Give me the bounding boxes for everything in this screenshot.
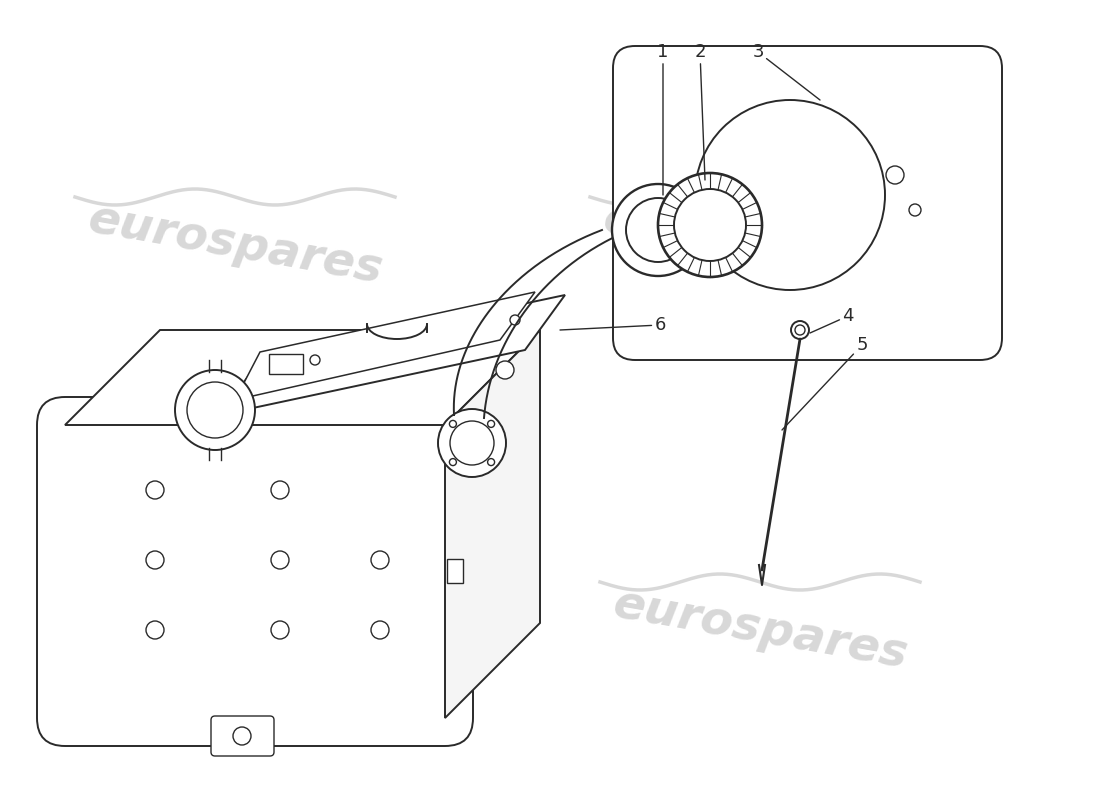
Circle shape <box>626 198 690 262</box>
Polygon shape <box>65 330 540 425</box>
Circle shape <box>371 551 389 569</box>
FancyBboxPatch shape <box>37 397 473 746</box>
Circle shape <box>233 727 251 745</box>
Text: eurospares: eurospares <box>609 582 911 678</box>
Circle shape <box>658 173 762 277</box>
Polygon shape <box>640 75 990 330</box>
Circle shape <box>271 551 289 569</box>
Circle shape <box>612 184 704 276</box>
Circle shape <box>146 481 164 499</box>
Text: 4: 4 <box>810 307 854 333</box>
Circle shape <box>487 458 495 466</box>
Circle shape <box>187 382 243 438</box>
Text: 3: 3 <box>752 43 820 100</box>
Circle shape <box>886 166 904 184</box>
Circle shape <box>371 621 389 639</box>
FancyBboxPatch shape <box>447 559 463 583</box>
Polygon shape <box>446 330 540 718</box>
Text: eurospares: eurospares <box>84 197 386 293</box>
Text: 1: 1 <box>658 43 669 195</box>
Circle shape <box>795 325 805 335</box>
Circle shape <box>487 421 495 427</box>
Circle shape <box>450 421 456 427</box>
Text: 2: 2 <box>694 43 706 180</box>
FancyBboxPatch shape <box>270 354 302 374</box>
Polygon shape <box>630 68 980 335</box>
Circle shape <box>674 189 746 261</box>
Circle shape <box>438 409 506 477</box>
Circle shape <box>695 100 886 290</box>
Circle shape <box>450 421 494 465</box>
Text: 6: 6 <box>560 316 666 334</box>
Circle shape <box>909 204 921 216</box>
Circle shape <box>450 458 456 466</box>
FancyBboxPatch shape <box>211 716 274 756</box>
Circle shape <box>496 361 514 379</box>
Text: 5: 5 <box>782 336 868 430</box>
Circle shape <box>310 355 320 365</box>
Circle shape <box>510 315 520 325</box>
Polygon shape <box>220 295 565 415</box>
Circle shape <box>791 321 808 339</box>
Text: eurospares: eurospares <box>600 197 901 293</box>
Polygon shape <box>235 292 535 400</box>
Circle shape <box>271 481 289 499</box>
Circle shape <box>271 621 289 639</box>
Text: eurospares: eurospares <box>84 582 386 678</box>
FancyBboxPatch shape <box>613 46 1002 360</box>
Circle shape <box>146 551 164 569</box>
Circle shape <box>175 370 255 450</box>
Circle shape <box>146 621 164 639</box>
